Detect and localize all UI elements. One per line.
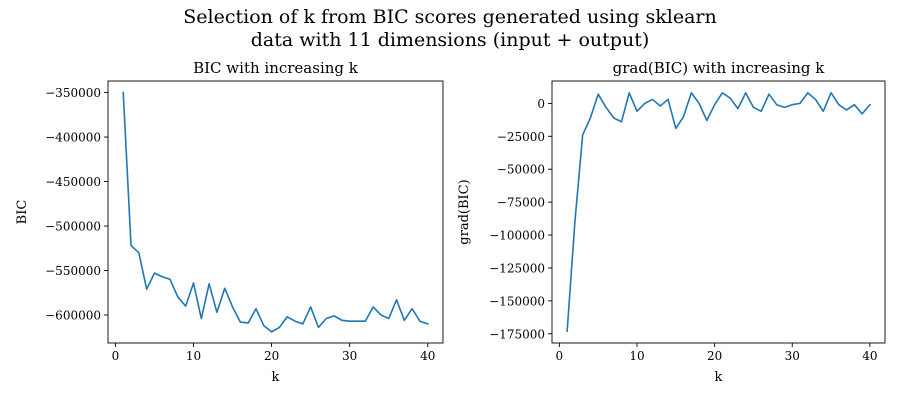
chart-2-xtick-label: 40 <box>862 349 877 363</box>
chart-1-series-line <box>122 91 429 333</box>
chart-1-xtick-label: 10 <box>186 349 201 363</box>
chart-1-xtick-label: 0 <box>112 349 120 363</box>
chart-2-ytick-label: −150000 <box>489 294 545 308</box>
chart-1-ytick-label: −450000 <box>45 175 101 189</box>
chart-1-xtick-label: 30 <box>342 349 357 363</box>
chart-2-ytick-label: −75000 <box>497 196 545 210</box>
chart-2-ytick-label: −125000 <box>489 261 545 275</box>
chart-2-xtick-label: 20 <box>707 349 722 363</box>
chart-2-axes-frame <box>551 80 886 344</box>
chart-2-series-line <box>566 92 871 333</box>
chart-2-xtick-label: 0 <box>556 349 564 363</box>
chart-1-axes-frame <box>107 80 444 344</box>
chart-2-ylabel: grad(BIC) <box>457 179 472 244</box>
chart-2-ytick-label: −25000 <box>497 130 545 144</box>
chart-2-ytick-label: −50000 <box>497 163 545 177</box>
chart-1-xtick-label: 20 <box>264 349 279 363</box>
chart-1-xlabel: k <box>272 370 280 385</box>
chart-2-ytick-label: −100000 <box>489 229 545 243</box>
chart-2-xtick-label: 30 <box>785 349 800 363</box>
chart-1-ytick-label: −550000 <box>45 264 101 278</box>
chart-2-title: grad(BIC) with increasing k <box>613 59 826 77</box>
chart-2-xlabel: k <box>715 370 723 385</box>
chart-1-title: BIC with increasing k <box>193 59 359 77</box>
chart-2-ytick-label: 0 <box>537 97 545 111</box>
chart-1-ytick-label: −350000 <box>45 86 101 100</box>
figure-title-line2: data with 11 dimensions (input + output) <box>250 29 650 51</box>
chart-1-xtick-label: 40 <box>420 349 435 363</box>
chart-1-ytick-label: −600000 <box>45 308 101 322</box>
figure-title-line1: Selection of k from BIC scores generated… <box>183 6 717 28</box>
chart-1-ytick-label: −500000 <box>45 220 101 234</box>
chart-1-ylabel: BIC <box>15 200 30 225</box>
chart-2-xtick-label: 10 <box>629 349 644 363</box>
chart-1-ytick-label: −400000 <box>45 131 101 145</box>
chart-2-ytick-label: −175000 <box>489 327 545 341</box>
